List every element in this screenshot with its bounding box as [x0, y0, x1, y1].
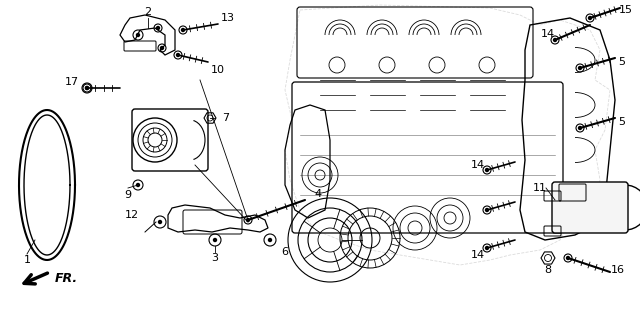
- Text: 13: 13: [221, 13, 235, 23]
- Text: 7: 7: [223, 113, 230, 123]
- Circle shape: [589, 16, 591, 20]
- Text: FR.: FR.: [55, 272, 78, 285]
- Text: 1: 1: [24, 255, 31, 265]
- Text: 14: 14: [471, 250, 485, 260]
- Text: 8: 8: [545, 265, 552, 275]
- Circle shape: [579, 127, 582, 129]
- Circle shape: [566, 257, 570, 259]
- Circle shape: [182, 29, 184, 31]
- Circle shape: [486, 247, 488, 249]
- Circle shape: [161, 47, 163, 49]
- Text: 14: 14: [471, 160, 485, 170]
- Text: 10: 10: [211, 65, 225, 75]
- Circle shape: [246, 219, 250, 221]
- Text: 5: 5: [618, 117, 625, 127]
- Circle shape: [486, 169, 488, 171]
- Text: 16: 16: [611, 265, 625, 275]
- Text: 3: 3: [211, 253, 218, 263]
- Text: 17: 17: [65, 77, 79, 87]
- Circle shape: [136, 34, 140, 36]
- Circle shape: [486, 208, 488, 211]
- Text: 6: 6: [282, 247, 289, 257]
- Circle shape: [157, 26, 159, 30]
- Text: 9: 9: [124, 190, 132, 200]
- Text: 4: 4: [314, 189, 321, 199]
- Circle shape: [159, 220, 161, 224]
- Text: 2: 2: [145, 7, 152, 17]
- Circle shape: [269, 239, 271, 242]
- Circle shape: [86, 86, 88, 90]
- Circle shape: [554, 39, 557, 41]
- Circle shape: [177, 53, 179, 57]
- Text: 11: 11: [533, 183, 547, 193]
- Circle shape: [579, 67, 582, 69]
- Text: 14: 14: [541, 29, 555, 39]
- Text: 5: 5: [618, 57, 625, 67]
- Circle shape: [86, 86, 88, 90]
- Circle shape: [136, 183, 140, 187]
- Text: 15: 15: [619, 5, 633, 15]
- Circle shape: [214, 239, 216, 242]
- Text: 12: 12: [125, 210, 139, 220]
- FancyBboxPatch shape: [552, 182, 628, 233]
